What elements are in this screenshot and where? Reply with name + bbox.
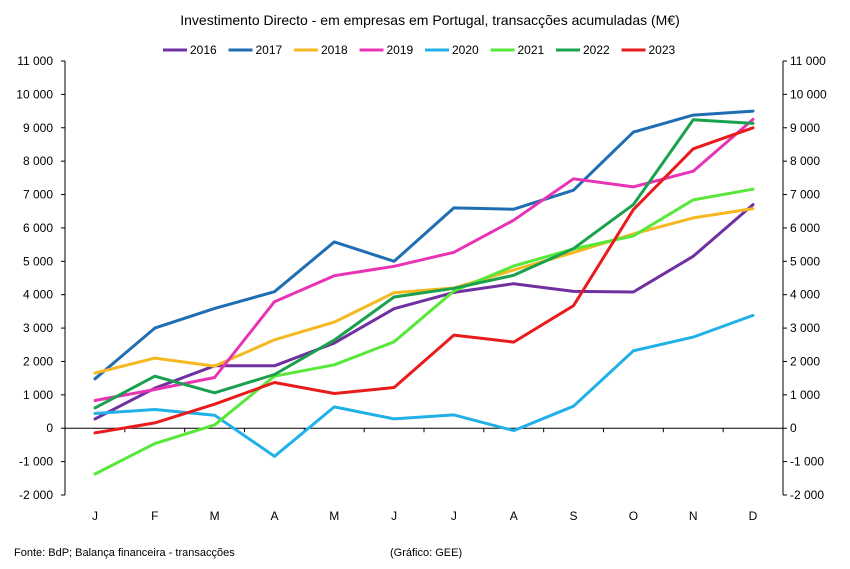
y-tick-label-right: 7 000 (790, 188, 820, 202)
y-tick-label-right: -1 000 (790, 455, 824, 469)
y-tick-label-right: 0 (790, 421, 797, 435)
y-tick-label-left: 1 000 (23, 388, 53, 402)
x-tick-label: S (570, 509, 578, 523)
x-tick-label: D (749, 509, 758, 523)
legend-label-2022: 2022 (583, 43, 610, 57)
series-line-2021 (93, 187, 755, 476)
y-tick-label-left: 4 000 (23, 288, 53, 302)
credit-note: (Gráfico: GEE) (390, 547, 462, 559)
y-tick-label-right: 6 000 (790, 221, 820, 235)
y-tick-label-right: 10 000 (790, 87, 827, 101)
series-line-2019 (93, 117, 755, 402)
x-tick-label: J (92, 509, 98, 523)
x-tick-label: A (510, 509, 518, 523)
legend-label-2021: 2021 (518, 43, 545, 57)
y-tick-label-right: 5 000 (790, 254, 820, 268)
y-tick-label-right: 8 000 (790, 154, 820, 168)
x-tick-label: O (629, 509, 638, 523)
legend-label-2016: 2016 (190, 43, 217, 57)
series-lines (93, 109, 755, 476)
y-tick-label-left: 2 000 (23, 354, 53, 368)
y-tick-label-left: -1 000 (19, 455, 53, 469)
y-tick-label-left: 6 000 (23, 221, 53, 235)
y-tick-label-right: 1 000 (790, 388, 820, 402)
y-tick-label-left: 3 000 (23, 321, 53, 335)
series-line-2016 (93, 203, 755, 421)
y-tick-label-left: 0 (46, 421, 53, 435)
legend-label-2018: 2018 (321, 43, 348, 57)
source-note: Fonte: BdP; Balança financeira - transac… (14, 547, 235, 559)
y-tick-label-right: 9 000 (790, 121, 820, 135)
y-tick-label-left: -2 000 (19, 488, 53, 502)
x-tick-label: A (270, 509, 278, 523)
series-line-2017 (93, 109, 755, 381)
y-tick-label-left: 10 000 (16, 87, 53, 101)
x-tick-label: J (451, 509, 457, 523)
y-tick-label-left: 11 000 (17, 54, 53, 68)
chart-title: Investimento Directo - em empresas em Po… (180, 12, 680, 28)
x-tick-label: F (151, 509, 158, 523)
y-tick-label-left: 7 000 (23, 188, 53, 202)
x-tick-label: J (391, 509, 397, 523)
y-tick-label-right: 3 000 (790, 321, 820, 335)
y-tick-label-right: 11 000 (790, 54, 826, 68)
axes: -2 000 -2 000 -1 000 -1 000 0 0 1 000 1 000 2 00… (16, 54, 827, 523)
legend-label-2019: 2019 (387, 43, 414, 57)
legend-label-2020: 2020 (452, 43, 479, 57)
x-tick-label: M (210, 509, 220, 523)
x-tick-label: N (689, 509, 698, 523)
series-line-2023 (93, 126, 755, 435)
y-tick-label-right: -2 000 (790, 488, 824, 502)
y-tick-label-right: 4 000 (790, 288, 820, 302)
y-tick-label-right: 2 000 (790, 354, 820, 368)
y-tick-label-left: 9 000 (23, 121, 53, 135)
legend-label-2017: 2017 (256, 43, 283, 57)
legend-label-2023: 2023 (649, 43, 676, 57)
y-tick-label-left: 5 000 (23, 254, 53, 268)
series-line-2020 (93, 313, 755, 458)
legend: 2016 2017 2018 2019 2020 2021 2022 2023 (163, 43, 676, 57)
series-line-2022 (93, 118, 755, 410)
x-tick-label: M (329, 509, 339, 523)
y-tick-label-left: 8 000 (23, 154, 53, 168)
